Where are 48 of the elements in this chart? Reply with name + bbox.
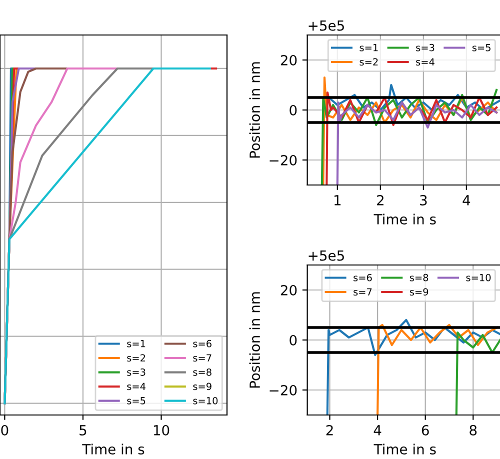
x-tick-label: 0: [1, 424, 8, 436]
x-tick-label: 4: [462, 195, 470, 206]
legend-label: s=5: [127, 397, 146, 404]
x-tick-label: 1: [334, 195, 341, 206]
x-tick-label: 3: [420, 194, 427, 206]
y-axis-title: Position in nm: [249, 62, 260, 158]
legend-label: s=2: [360, 58, 378, 66]
line-series: [326, 318, 500, 415]
line-series: [376, 324, 498, 415]
text: +5e5: [308, 250, 344, 261]
y-axis-title: Position in nm: [249, 292, 260, 388]
y-tick-label: −20: [270, 154, 297, 166]
x-tick-label: 6: [422, 424, 429, 436]
legend-label: s=10: [193, 397, 218, 404]
x-tick-label: 4: [374, 425, 382, 436]
x-axis-title: Time in s: [374, 444, 436, 454]
x-axis-title: Time in s: [374, 214, 436, 224]
legend-label: s=6: [193, 340, 212, 348]
legend-label: s=3: [416, 44, 434, 52]
x-tick-label: 8: [470, 424, 477, 436]
x-tick-label: 10: [154, 424, 170, 436]
legend-label: s=7: [354, 288, 372, 296]
legend-label: s=1: [360, 44, 378, 52]
y-tick-label: 20: [280, 54, 297, 66]
line-series: [455, 331, 500, 415]
x-tick-label: 2: [326, 424, 333, 436]
y-tick-label: −20: [270, 384, 297, 396]
x-tick-label: 2: [377, 194, 384, 206]
y-tick-label: 20: [280, 284, 297, 296]
legend-label: s=2: [127, 354, 146, 362]
x-tick-label: 5: [80, 425, 86, 436]
y-tick-label: 0: [290, 104, 297, 116]
legend-label: s=8: [193, 368, 212, 376]
legend-label: s=9: [410, 288, 428, 296]
y-tick-label: 0: [290, 334, 297, 346]
legend-label: s=9: [193, 382, 212, 390]
legend-label: s=3: [127, 368, 146, 376]
legend-label: s=1: [127, 340, 146, 348]
text: +5e5: [308, 20, 344, 31]
legend-label: s=4: [127, 382, 146, 390]
legend-label: s=10: [466, 274, 491, 282]
line-series: [336, 101, 498, 185]
x-axis-title: Time in s: [82, 444, 144, 454]
legend-label: s=6: [354, 274, 372, 282]
legend-label: s=8: [410, 274, 428, 282]
legend-label: s=4: [416, 58, 434, 66]
legend-label: s=7: [193, 354, 212, 362]
legend-label: s=5: [472, 44, 490, 52]
